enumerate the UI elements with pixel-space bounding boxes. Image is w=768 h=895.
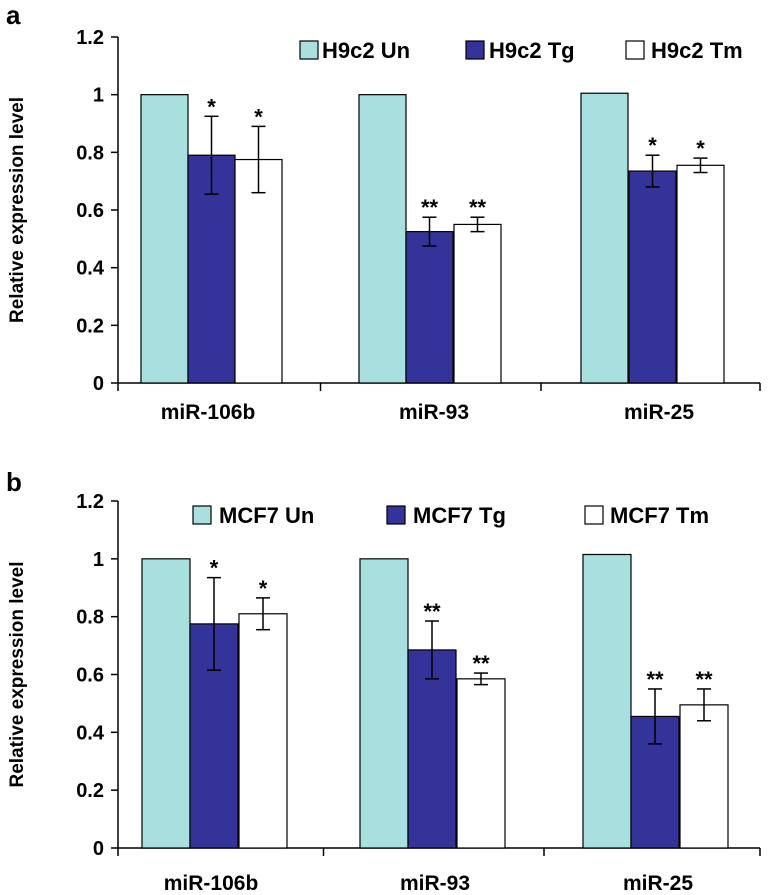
panel-letter: b	[6, 467, 22, 497]
x-category-label: miR-93	[400, 872, 470, 895]
y-tick-label: 1	[93, 549, 104, 571]
y-axis-title: Relative expression level	[7, 561, 28, 787]
bar	[580, 92, 629, 384]
legend-swatch	[386, 505, 406, 525]
bar	[234, 158, 283, 384]
panel-letter: a	[6, 0, 21, 30]
bar	[628, 170, 677, 384]
x-category-label: miR-93	[399, 401, 469, 424]
x-category-label: miR-106b	[164, 872, 259, 895]
significance-mark: *	[207, 94, 216, 119]
legend-entry: H9c2 Tg	[489, 38, 575, 63]
y-tick-label: 0.2	[76, 315, 104, 337]
bar	[358, 94, 407, 384]
significance-mark: **	[646, 667, 664, 692]
significance-mark: *	[210, 556, 219, 581]
legend-entry: MCF7 Tm	[610, 503, 709, 528]
bar	[359, 558, 409, 849]
bar	[238, 613, 288, 849]
bar	[453, 223, 502, 384]
significance-mark: **	[472, 651, 490, 676]
y-tick-label: 1.2	[76, 491, 104, 513]
legend-entry: MCF7 Un	[219, 503, 314, 528]
bar	[141, 558, 191, 849]
significance-mark: *	[259, 576, 268, 601]
x-category-label: miR-106b	[161, 401, 256, 424]
legend-swatch	[625, 40, 645, 60]
bar	[679, 704, 729, 849]
y-tick-label: 1.2	[76, 27, 104, 49]
y-tick-label: 0.6	[76, 665, 104, 687]
significance-mark: **	[421, 195, 439, 220]
bar	[582, 553, 632, 849]
bar	[456, 678, 506, 849]
legend-swatch	[465, 40, 485, 60]
legend-swatch	[584, 505, 604, 525]
significance-mark: **	[469, 195, 487, 220]
significance-mark: *	[648, 133, 657, 158]
y-tick-label: 0	[93, 373, 104, 395]
bar	[407, 649, 457, 849]
x-category-label: miR-25	[623, 872, 693, 895]
y-tick-label: 0.6	[76, 200, 104, 222]
legend-entry: H9c2 Tm	[651, 38, 743, 63]
y-tick-label: 0.2	[76, 780, 104, 802]
legend-entry: H9c2 Un	[322, 38, 410, 63]
y-tick-label: 0.4	[76, 258, 105, 280]
legend-swatch	[192, 505, 212, 525]
x-category-label: miR-25	[624, 401, 694, 424]
bar	[405, 231, 454, 384]
bar	[140, 94, 189, 384]
significance-mark: **	[423, 599, 441, 624]
y-tick-label: 0	[93, 838, 104, 860]
bar	[676, 164, 725, 384]
y-tick-label: 0.8	[76, 607, 104, 629]
y-tick-label: 0.8	[76, 142, 104, 164]
y-tick-label: 0.4	[76, 722, 105, 744]
significance-mark: **	[695, 667, 713, 692]
legend-entry: MCF7 Tg	[413, 503, 506, 528]
y-tick-label: 1	[93, 85, 104, 107]
y-axis-title: Relative expression level	[7, 97, 28, 323]
legend-swatch	[299, 40, 319, 60]
significance-mark: *	[696, 136, 705, 161]
significance-mark: *	[254, 104, 263, 129]
